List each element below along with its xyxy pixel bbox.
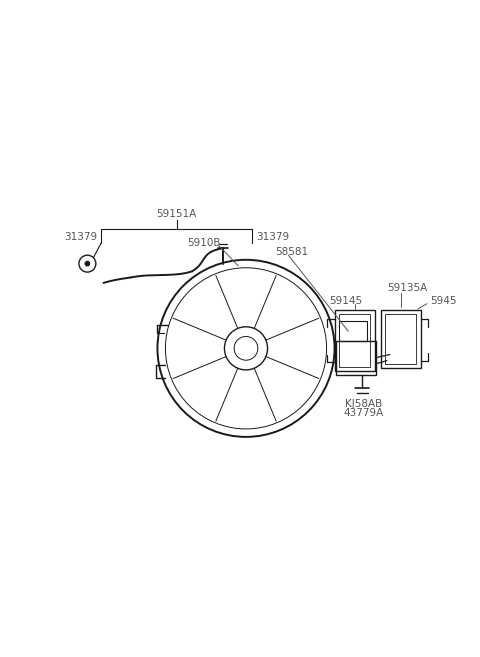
Text: 5945: 5945 <box>430 296 456 306</box>
Circle shape <box>85 261 90 266</box>
Text: 59151A: 59151A <box>156 208 197 219</box>
Text: 31379: 31379 <box>256 232 289 242</box>
Text: 58581: 58581 <box>276 247 309 257</box>
Text: 59135A: 59135A <box>387 283 427 293</box>
Text: KJ58AB: KJ58AB <box>345 399 383 409</box>
Text: 59145: 59145 <box>329 296 362 306</box>
Bar <box>339 315 370 367</box>
Bar <box>336 340 376 374</box>
Bar <box>385 315 416 364</box>
Text: 43779A: 43779A <box>344 408 384 418</box>
Bar <box>339 321 367 340</box>
Text: 31379: 31379 <box>64 232 97 242</box>
Text: 5910B: 5910B <box>187 238 220 248</box>
